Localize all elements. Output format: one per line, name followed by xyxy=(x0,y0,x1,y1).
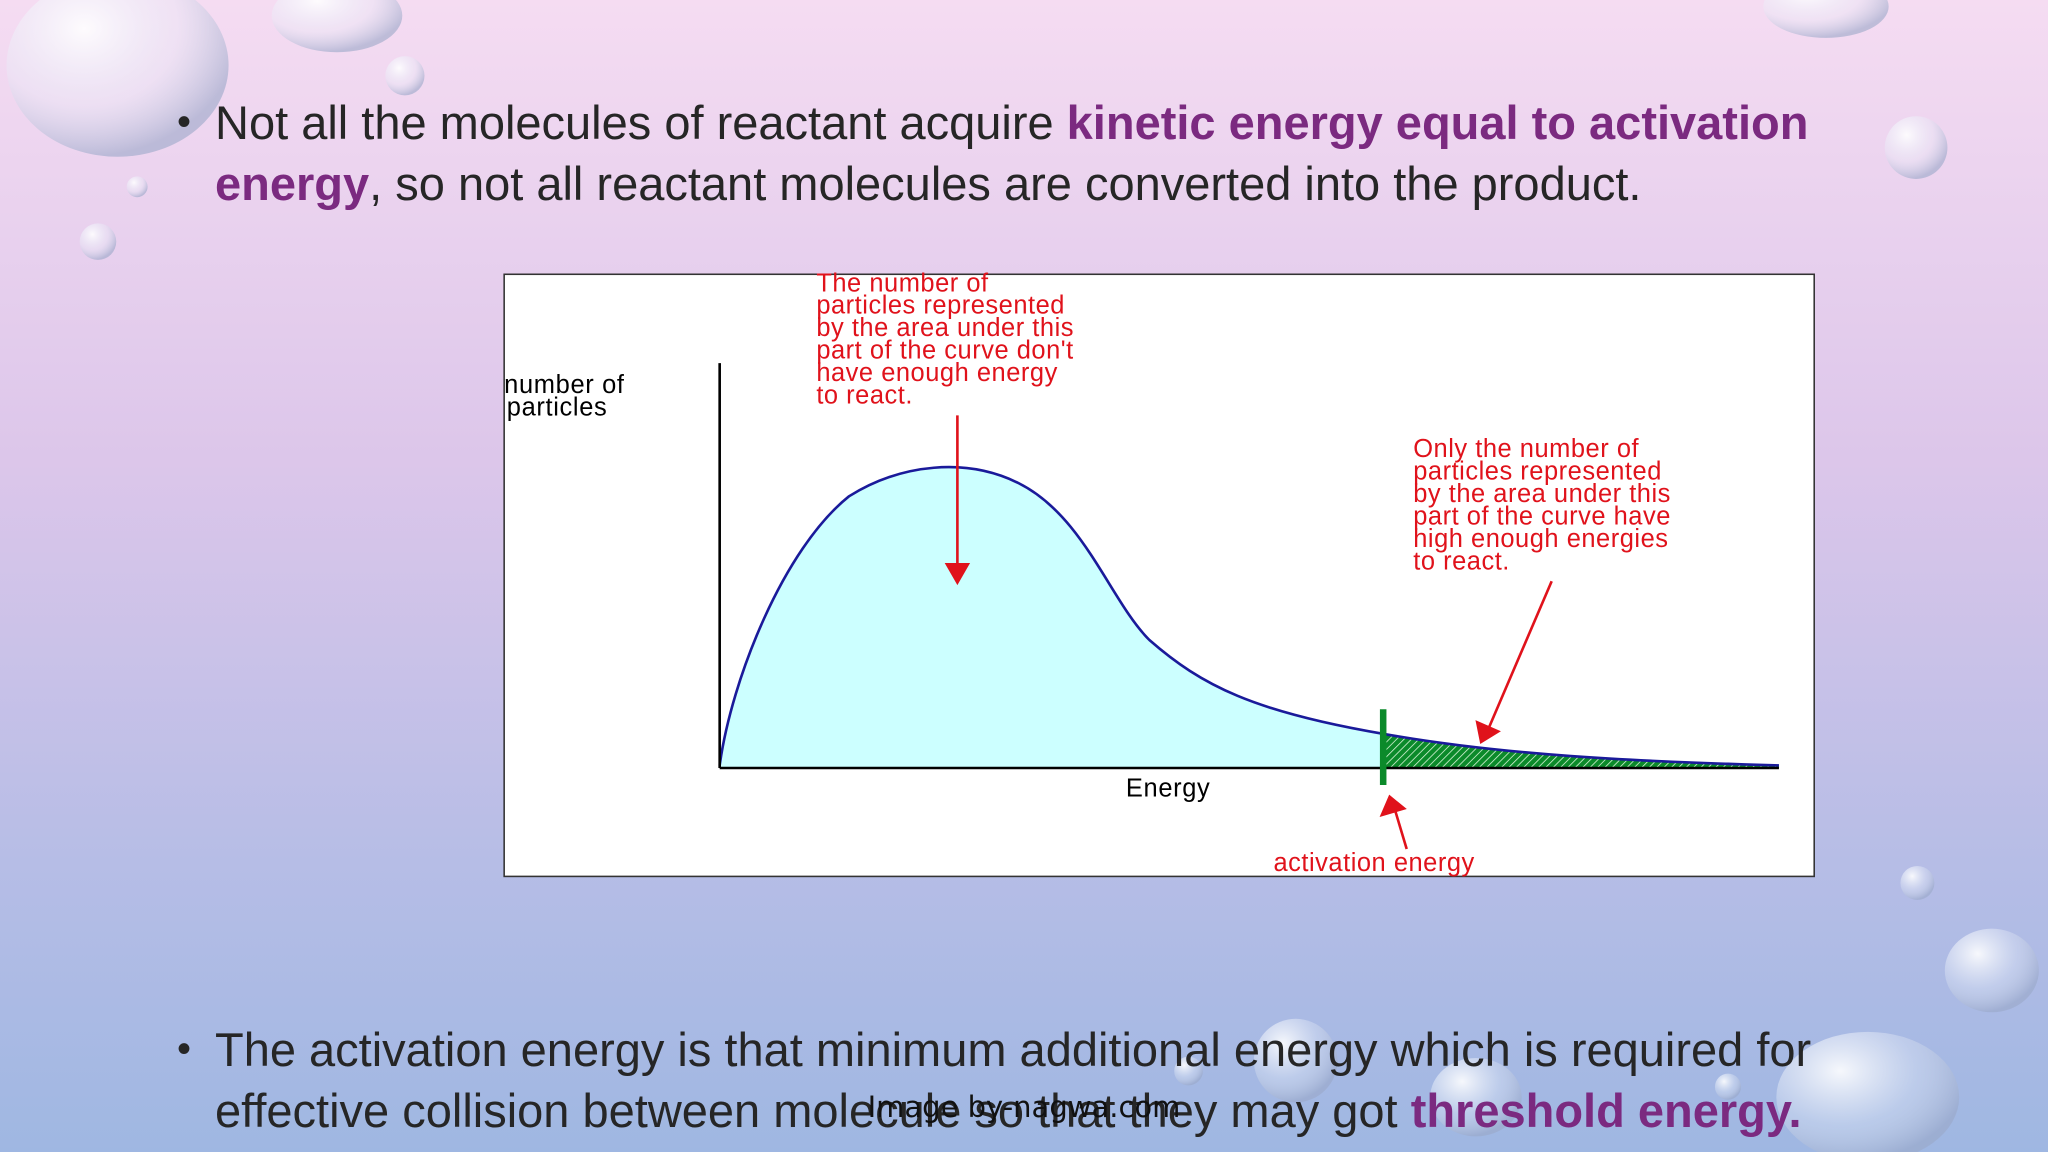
annotation-line: The number of xyxy=(816,269,989,297)
emphasis-text: threshold energy. xyxy=(1410,1084,1802,1137)
bullet-text: Not all the molecules of reactant acquir… xyxy=(215,96,1067,149)
reacting-area xyxy=(1384,734,1779,768)
annotation-line: part of the curve don't xyxy=(816,337,1073,365)
bullet: Not all the molecules of reactant acquir… xyxy=(177,92,1895,214)
annotation-line: to react. xyxy=(816,382,913,410)
x-axis-label: Energy xyxy=(1126,775,1211,803)
annotation-line: have enough energy xyxy=(816,359,1058,387)
image-credit: Image by-nagwa.com xyxy=(867,1090,1181,1124)
annotation-line: high enough energies xyxy=(1413,525,1668,553)
threshold-label: activation energy xyxy=(1273,849,1474,877)
arrows xyxy=(944,415,1553,850)
diagram: number of particles Energy The number of… xyxy=(503,269,1815,878)
annotation-line: particles represented xyxy=(1413,458,1662,486)
diagram-frame xyxy=(503,273,1815,878)
annotation-line: particles represented xyxy=(816,292,1065,320)
curve-area xyxy=(719,467,1779,768)
y-axis-label: number of xyxy=(504,371,625,399)
y-axis-label: particles xyxy=(507,393,608,421)
annotation-line: by the area under this xyxy=(1413,480,1671,508)
emphasis-text: kinetic energy equal to activation energ… xyxy=(215,96,1809,210)
annotation-line: Only the number of xyxy=(1413,435,1639,463)
annotation-line: by the area under this xyxy=(816,314,1074,342)
bullet-text: The activation energy is that minimum ad… xyxy=(215,1023,1812,1137)
annotation-line: part of the curve have xyxy=(1413,503,1671,531)
annotation-line: to react. xyxy=(1413,547,1510,575)
bullet-text: , so not all reactant molecules are conv… xyxy=(369,157,1642,210)
bullet: The activation energy is that minimum ad… xyxy=(177,1019,1895,1141)
distribution-curve xyxy=(718,465,1779,767)
